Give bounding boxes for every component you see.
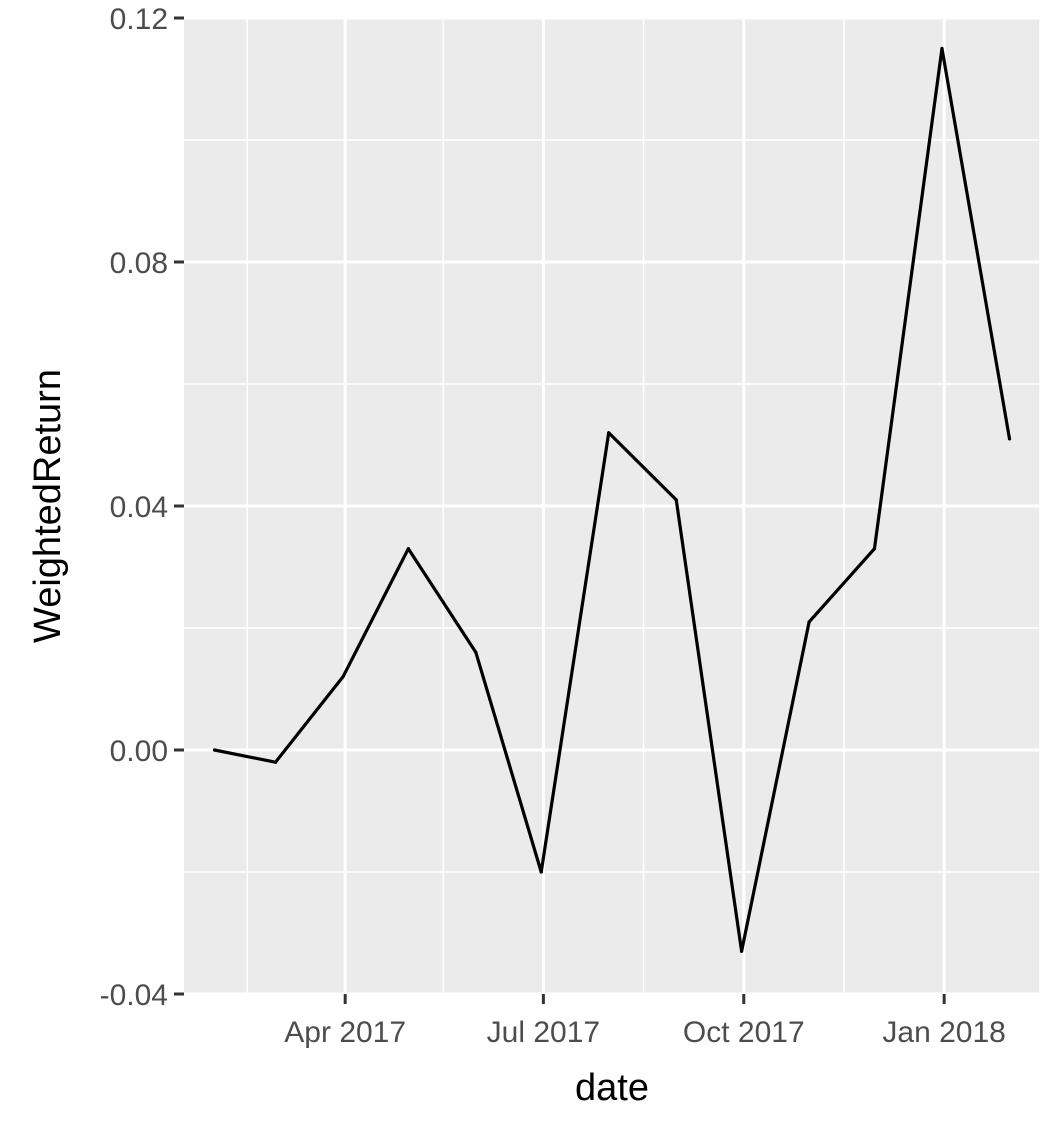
x-tick-label: Apr 2017: [284, 1016, 406, 1049]
x-tick-label: Jul 2017: [487, 1016, 600, 1049]
data-point: [474, 650, 478, 655]
data-point: [674, 498, 678, 502]
data-point: [341, 675, 345, 679]
y-axis-title: WeightedReturn: [27, 369, 69, 643]
y-tick-label: -0.04: [100, 979, 168, 1012]
data-point: [212, 748, 217, 752]
y-tick-label: 0.12: [110, 3, 168, 36]
data-point: [1007, 437, 1012, 441]
x-tick-label: Oct 2017: [683, 1016, 805, 1049]
data-point: [940, 46, 944, 51]
data-point: [273, 760, 278, 764]
major-gridlines: [184, 16, 1040, 996]
y-tick-label: 0.00: [110, 735, 168, 768]
x-axis: Apr 2017 Jul 2017 Oct 2017 Jan 2018: [284, 994, 1006, 1049]
data-point: [807, 620, 811, 624]
data-point: [406, 547, 410, 551]
data-point: [739, 949, 744, 953]
data-point: [539, 870, 543, 874]
data-point: [872, 547, 877, 551]
data-point: [607, 431, 611, 435]
y-axis: -0.04 0.00 0.04 0.08 0.12: [100, 3, 184, 1012]
y-tick-label: 0.08: [110, 247, 168, 280]
y-tick-label: 0.04: [110, 491, 168, 524]
x-tick-label: Jan 2018: [882, 1016, 1005, 1049]
data-points: [212, 46, 1012, 953]
x-axis-title: date: [575, 1067, 649, 1109]
